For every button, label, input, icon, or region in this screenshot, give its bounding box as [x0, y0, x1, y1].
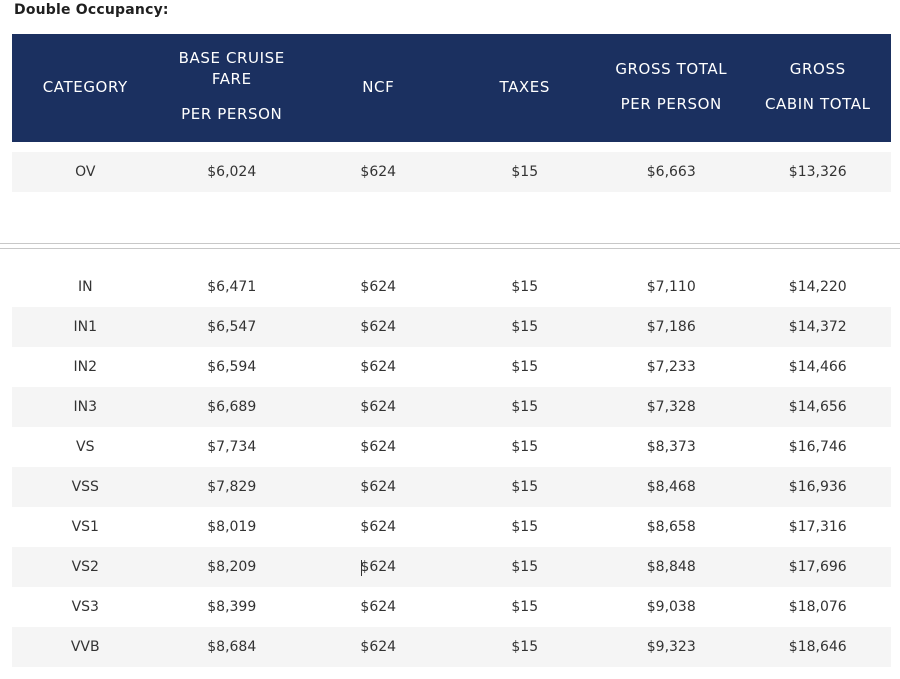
cell-taxes: $15 [511, 559, 539, 575]
cell-gross-total: $7,186 [646, 319, 696, 335]
cell-category: OV [75, 164, 96, 180]
table-row: VVB $8,684 $624 $15 $9,323 $18,646 [12, 627, 891, 667]
group-separator [0, 243, 900, 249]
cell-cabin-total: $14,656 [788, 399, 847, 415]
cell-category: VVB [70, 639, 100, 655]
cell-taxes: $15 [511, 279, 539, 295]
section-heading: Double Occupancy: [14, 2, 169, 18]
cell-taxes: $15 [511, 399, 539, 415]
cell-taxes: $15 [511, 639, 539, 655]
table-row: OV $6,024 $624 $15 $6,663 $13,326 [12, 152, 891, 192]
cell-gross-total: $8,658 [646, 519, 696, 535]
cell-ncf: $624 [360, 439, 397, 455]
cell-category: VS2 [71, 559, 99, 575]
header-gross-cabin-total: GROSS CABIN TOTAL [764, 60, 871, 113]
cell-ncf: $624 [360, 639, 397, 655]
cell-ncf: $624 [360, 399, 397, 415]
cell-category: IN3 [73, 399, 97, 415]
cell-category: IN [77, 279, 93, 295]
cell-taxes: $15 [511, 519, 539, 535]
cell-ncf: $624 [360, 559, 397, 575]
cell-gross-total: $8,373 [646, 439, 696, 455]
cell-base-fare: $7,829 [207, 479, 257, 495]
table-row: IN1 $6,547 $624 $15 $7,186 $14,372 [12, 307, 891, 347]
table-row: VSS $7,829 $624 $15 $8,468 $16,936 [12, 467, 891, 507]
cell-taxes: $15 [511, 164, 539, 180]
cell-base-fare: $7,734 [207, 439, 257, 455]
cell-gross-total: $9,038 [646, 599, 696, 615]
cell-category: IN2 [73, 359, 97, 375]
table-header: CATEGORY BASE CRUISE FARE PER PERSON NCF… [12, 34, 891, 142]
cell-gross-total: $9,323 [646, 639, 696, 655]
cell-base-fare: $6,547 [207, 319, 257, 335]
cell-cabin-total: $16,746 [788, 439, 847, 455]
cell-gross-total: $7,328 [646, 399, 696, 415]
table-row: VS2 $8,209 $624 $15 $8,848 $17,696 [12, 547, 891, 587]
header-gross-total-per-person: GROSS TOTAL PER PERSON [615, 60, 728, 113]
cell-cabin-total: $17,696 [788, 559, 847, 575]
cell-taxes: $15 [511, 479, 539, 495]
cell-ncf: $624 [360, 479, 397, 495]
cell-cabin-total: $18,646 [788, 639, 847, 655]
cell-cabin-total: $14,220 [788, 279, 847, 295]
cell-ncf: $624 [360, 599, 397, 615]
cell-cabin-total: $17,316 [788, 519, 847, 535]
cell-gross-total: $6,663 [646, 164, 696, 180]
header-ncf: NCF [362, 78, 395, 96]
cell-ncf: $624 [360, 359, 397, 375]
table-row: VS3 $8,399 $624 $15 $9,038 $18,076 [12, 587, 891, 627]
cell-taxes: $15 [511, 439, 539, 455]
table-row: IN $6,471 $624 $15 $7,110 $14,220 [12, 267, 891, 307]
cell-category: VSS [71, 479, 99, 495]
cell-ncf: $624 [360, 319, 397, 335]
table-row: VS1 $8,019 $624 $15 $8,658 $17,316 [12, 507, 891, 547]
cell-category: IN1 [73, 319, 97, 335]
cell-category: VS1 [71, 519, 99, 535]
cell-cabin-total: $16,936 [788, 479, 847, 495]
cell-base-fare: $8,684 [207, 639, 257, 655]
cell-category: VS [76, 439, 95, 455]
cell-base-fare: $6,594 [207, 359, 257, 375]
cell-base-fare: $8,399 [207, 599, 257, 615]
cell-base-fare: $6,471 [207, 279, 257, 295]
cell-taxes: $15 [511, 319, 539, 335]
cell-cabin-total: $13,326 [788, 164, 847, 180]
cell-cabin-total: $14,372 [788, 319, 847, 335]
header-category: CATEGORY [42, 78, 128, 96]
cell-gross-total: $8,848 [646, 559, 696, 575]
cell-taxes: $15 [511, 599, 539, 615]
header-base-cruise-fare: BASE CRUISE FARE PER PERSON [178, 49, 285, 123]
cell-taxes: $15 [511, 359, 539, 375]
cell-gross-total: $7,110 [646, 279, 696, 295]
cell-cabin-total: $18,076 [788, 599, 847, 615]
cell-category: VS3 [71, 599, 99, 615]
table-row: IN2 $6,594 $624 $15 $7,233 $14,466 [12, 347, 891, 387]
text-cursor [361, 560, 362, 576]
table-row: VS $7,734 $624 $15 $8,373 $16,746 [12, 427, 891, 467]
header-taxes: TAXES [499, 78, 551, 96]
cell-gross-total: $7,233 [646, 359, 696, 375]
cell-base-fare: $8,019 [207, 519, 257, 535]
cell-base-fare: $6,689 [207, 399, 257, 415]
cell-ncf: $624 [360, 164, 397, 180]
table-row: IN3 $6,689 $624 $15 $7,328 $14,656 [12, 387, 891, 427]
cell-ncf: $624 [360, 519, 397, 535]
cell-base-fare: $6,024 [207, 164, 257, 180]
cell-ncf: $624 [360, 279, 397, 295]
cell-base-fare: $8,209 [207, 559, 257, 575]
cell-gross-total: $8,468 [646, 479, 696, 495]
cell-cabin-total: $14,466 [788, 359, 847, 375]
